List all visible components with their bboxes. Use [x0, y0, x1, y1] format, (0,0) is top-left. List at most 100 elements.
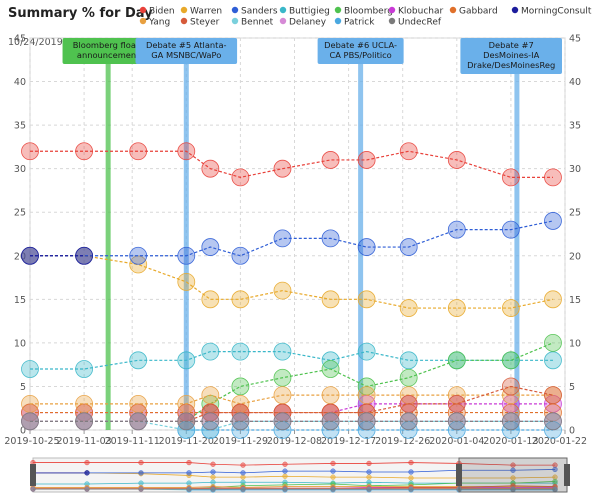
legend-item-morningconsult[interactable]: MorningConsult: [511, 7, 592, 17]
point-undecref-2019-11-24[interactable]: [201, 412, 220, 431]
point-warren-2019-12-20[interactable]: [357, 290, 376, 309]
legend-item-buttigieg[interactable]: Buttigieg: [279, 7, 330, 17]
point-buttigieg-2019-12-20[interactable]: [357, 342, 376, 361]
point-sanders-2019-12-06[interactable]: [273, 229, 292, 248]
point-biden-2019-12-14[interactable]: [321, 151, 340, 169]
point-undecref-2019-11-12[interactable]: [129, 412, 148, 431]
point-buttigieg-2019-11-03[interactable]: [75, 360, 94, 378]
point-biden-2019-10-25[interactable]: [21, 142, 39, 161]
point-sanders-2019-12-20[interactable]: [357, 238, 376, 256]
point-biden-2020-01-13[interactable]: [501, 168, 520, 187]
point-warren-2019-11-24[interactable]: [201, 290, 220, 309]
point-biden-2019-11-12[interactable]: [129, 142, 148, 161]
point-morningconsult-2019-11-03[interactable]: [75, 246, 94, 265]
point-biden-2019-11-24[interactable]: [201, 159, 220, 178]
point-undecref-2019-12-27[interactable]: [399, 412, 418, 431]
point-yang-2019-12-06[interactable]: [273, 386, 292, 405]
navigator-selection[interactable]: [458, 457, 568, 493]
point-undecref-2019-10-25[interactable]: [21, 412, 39, 431]
point-undecref-2020-01-20[interactable]: [544, 412, 562, 431]
series-morningconsult: [21, 246, 94, 265]
point-bloomberg-2020-01-13[interactable]: [501, 351, 520, 370]
point-sanders-2019-12-27[interactable]: [399, 238, 418, 256]
point-morningconsult-2019-10-25[interactable]: [21, 246, 39, 265]
legend-item-delaney[interactable]: Delaney: [279, 18, 327, 28]
navigator-handle-right[interactable]: [564, 464, 570, 486]
point-buttigieg-2019-11-20[interactable]: [177, 351, 196, 370]
point-biden-2019-12-27[interactable]: [399, 142, 418, 161]
point-bloomberg-2020-01-04[interactable]: [447, 351, 466, 370]
point-yang-2019-10-25[interactable]: [21, 394, 39, 413]
legend-item-warren[interactable]: Warren: [180, 7, 222, 17]
point-biden-2019-11-03[interactable]: [75, 142, 94, 161]
point-warren-2020-01-20[interactable]: [544, 290, 562, 309]
navigator-handle-left[interactable]: [456, 464, 462, 486]
legend-item-klobuchar[interactable]: Klobuchar: [388, 7, 444, 17]
point-warren-2019-12-27[interactable]: [399, 299, 418, 317]
point-sanders-2019-11-24[interactable]: [201, 238, 220, 256]
point-sanders-2019-12-14[interactable]: [321, 229, 340, 248]
point-undecref-2019-11-03[interactable]: [75, 412, 94, 431]
point-steyer-2019-12-27[interactable]: [399, 394, 418, 413]
point-warren-2019-11-20[interactable]: [177, 273, 196, 291]
point-buttigieg-2019-10-25[interactable]: [21, 360, 39, 378]
point-steyer-2020-01-13[interactable]: [501, 377, 520, 396]
point-sanders-2020-01-04[interactable]: [447, 220, 466, 239]
legend-item-patrick[interactable]: Patrick: [334, 18, 375, 28]
point-yang-2019-12-14[interactable]: [321, 386, 340, 405]
point-sanders-2020-01-13[interactable]: [501, 220, 520, 239]
point-yang-2019-11-20[interactable]: [177, 394, 196, 413]
point-undecref-2019-11-20[interactable]: [177, 412, 196, 431]
legend-item-gabbard[interactable]: Gabbard: [449, 7, 498, 17]
point-sanders-2020-01-20[interactable]: [544, 212, 562, 230]
point-undecref-2019-11-29[interactable]: [231, 412, 250, 431]
legend-item-sanders[interactable]: Sanders: [231, 7, 278, 17]
point-undecref-2019-12-14[interactable]: [321, 412, 340, 431]
point-steyer-2020-01-04[interactable]: [447, 394, 466, 413]
point-bloomberg-2019-12-27[interactable]: [399, 368, 418, 387]
navigator-handle-start[interactable]: [30, 464, 36, 486]
point-biden-2019-12-06[interactable]: [273, 159, 292, 178]
point-bloomberg-2019-11-29[interactable]: [231, 377, 250, 396]
legend-item-biden[interactable]: Biden: [139, 7, 175, 17]
point-buttigieg-2019-12-27[interactable]: [399, 351, 418, 370]
point-undecref-2019-12-06[interactable]: [273, 412, 292, 431]
point-buttigieg-2019-11-12[interactable]: [129, 351, 148, 370]
point-warren-2020-01-13[interactable]: [501, 299, 520, 317]
point-undecref-2019-12-20[interactable]: [357, 412, 376, 431]
point-warren-2019-11-29[interactable]: [231, 290, 250, 309]
point-sanders-2019-11-29[interactable]: [231, 246, 250, 265]
point-buttigieg-2019-11-29[interactable]: [231, 342, 250, 361]
point-biden-2020-01-04[interactable]: [447, 151, 466, 169]
event-label-1: Debate #5 Atlanta-GA MSNBC/WaPo: [135, 38, 238, 64]
point-bloomberg-2019-12-06[interactable]: [273, 368, 292, 387]
legend-item-bennet[interactable]: Bennet: [231, 18, 274, 28]
point-yang-2019-11-12[interactable]: [129, 394, 148, 413]
point-bloomberg-2019-12-14[interactable]: [321, 360, 340, 378]
point-biden-2019-11-20[interactable]: [177, 142, 196, 161]
point-yang-2019-11-03[interactable]: [75, 394, 94, 413]
navigator-point-warren-2019-11-24: [210, 474, 216, 480]
point-yang-2019-12-20[interactable]: [357, 386, 376, 405]
legend-item-undecref[interactable]: UndecRef: [388, 18, 442, 28]
point-bloomberg-2020-01-20[interactable]: [544, 333, 562, 352]
point-sanders-2019-11-12[interactable]: [129, 246, 148, 265]
point-yang-2019-11-24[interactable]: [201, 386, 220, 405]
legend-item-yang[interactable]: Yang: [139, 18, 170, 28]
point-undecref-2020-01-04[interactable]: [447, 412, 466, 431]
legend-item-bloomberg[interactable]: Bloomberg: [334, 7, 393, 17]
point-warren-2020-01-04[interactable]: [447, 299, 466, 317]
point-buttigieg-2019-12-06[interactable]: [273, 342, 292, 361]
point-undecref-2020-01-13[interactable]: [501, 412, 520, 431]
point-buttigieg-2020-01-20[interactable]: [544, 351, 562, 370]
point-warren-2019-12-14[interactable]: [321, 290, 340, 309]
point-steyer-2020-01-20[interactable]: [544, 386, 562, 405]
range-navigator[interactable]: [30, 457, 570, 493]
point-buttigieg-2019-11-24[interactable]: [201, 342, 220, 361]
legend-item-steyer[interactable]: Steyer: [180, 18, 220, 28]
point-warren-2019-12-06[interactable]: [273, 281, 292, 300]
point-sanders-2019-11-20[interactable]: [177, 246, 196, 265]
point-biden-2019-11-29[interactable]: [231, 168, 250, 187]
point-biden-2019-12-20[interactable]: [357, 151, 376, 169]
point-biden-2020-01-20[interactable]: [544, 168, 562, 187]
